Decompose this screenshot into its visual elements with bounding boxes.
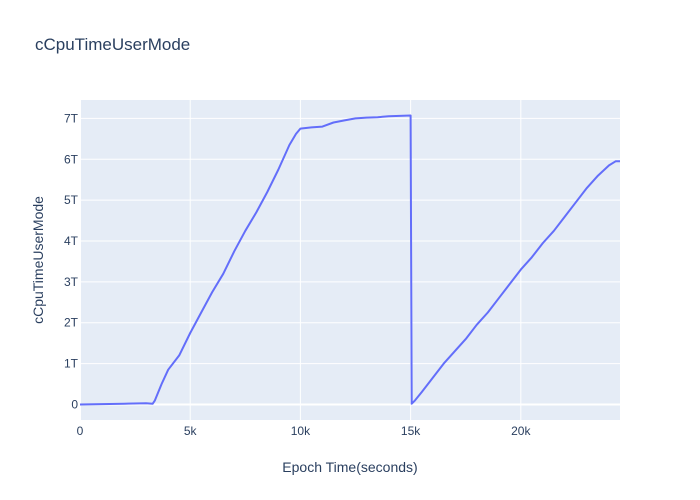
x-tick-label: 10k [291, 424, 311, 438]
series-line [79, 114, 620, 406]
y-tick-label: 5T [64, 193, 79, 207]
y-tick-label: 1T [64, 357, 79, 371]
x-axis-ticks: 0 5k 10k 15k 20k [77, 424, 532, 438]
x-tick-label: 15k [401, 424, 421, 438]
chart-title: cCpuTimeUserMode [35, 35, 190, 54]
y-tick-label: 4T [64, 234, 79, 248]
y-tick-label: 2T [64, 316, 79, 330]
x-axis-title: Epoch Time(seconds) [282, 459, 417, 475]
y-axis-ticks: 0 1T 2T 3T 4T 5T 6T 7T [64, 111, 79, 411]
y-tick-label: 7T [64, 111, 79, 125]
y-tick-label: 6T [64, 152, 79, 166]
y-tick-label: 0 [71, 397, 78, 411]
x-tick-label: 0 [77, 424, 84, 438]
y-axis-title: cCpuTimeUserMode [30, 196, 46, 324]
x-tick-label: 5k [184, 424, 198, 438]
series-layer [79, 114, 620, 406]
x-tick-label: 20k [511, 424, 531, 438]
y-tick-label: 3T [64, 275, 79, 289]
plot-area [80, 100, 620, 420]
